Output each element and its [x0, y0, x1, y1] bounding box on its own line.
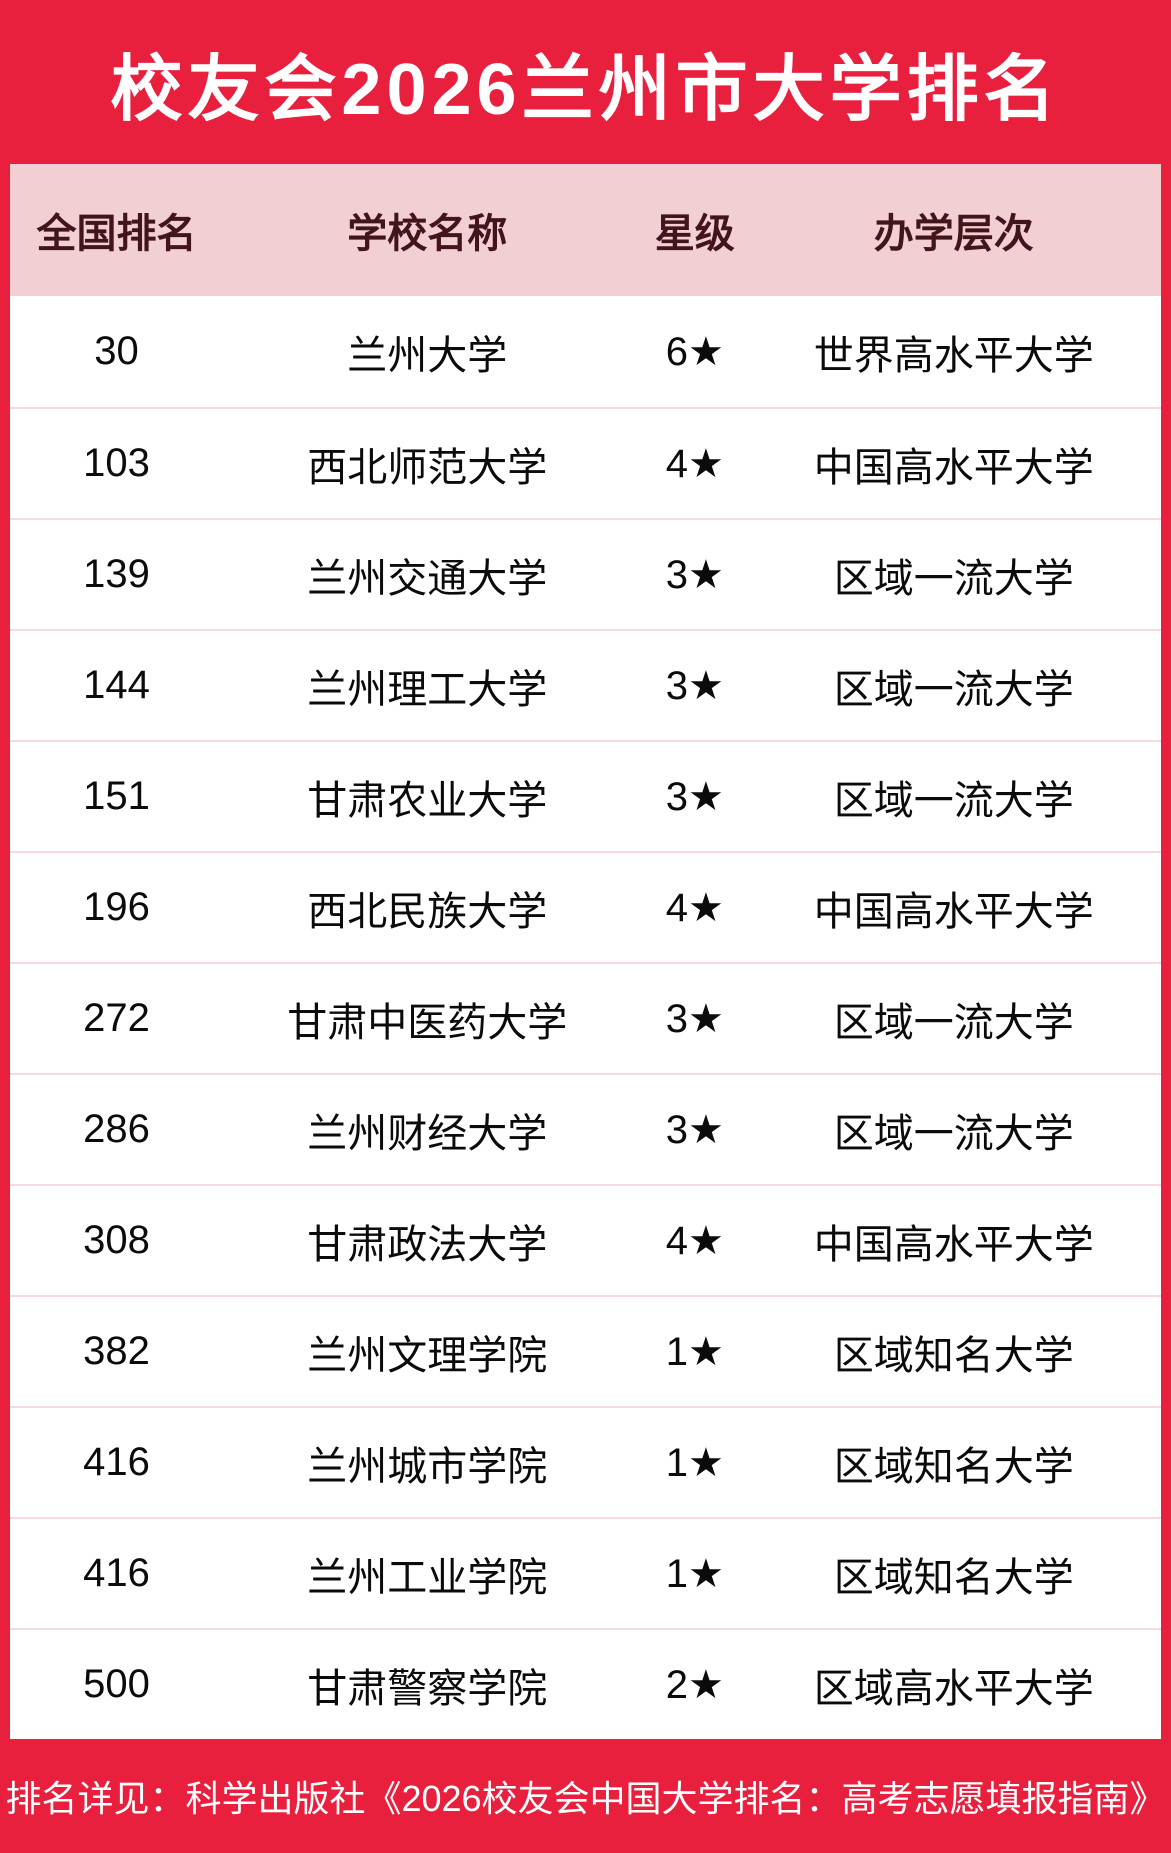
footer-citation: 排名详见：科学出版社《2026校友会中国大学排名：高考志愿填报指南》: [5, 1778, 1166, 1819]
rank-cell: 382: [83, 1329, 150, 1373]
star-rating-cell: 1★: [665, 1551, 724, 1596]
school-name-cell: 兰州城市学院: [307, 1444, 548, 1489]
table-header-row: 全国排名 学校名称 星级 办学层次: [10, 164, 1161, 296]
rank-cell: 272: [83, 996, 150, 1040]
education-level-cell: 世界高水平大学: [813, 333, 1094, 378]
star-rating-cell: 3★: [665, 996, 724, 1041]
ranking-table: 全国排名 学校名称 星级 办学层次 30 兰州大学 6★ 世界高水平大学 103…: [10, 164, 1161, 1739]
star-rating-cell: 3★: [665, 1107, 724, 1152]
table-row: 382 兰州文理学院 1★ 区域知名大学: [10, 1295, 1161, 1406]
school-name-cell: 甘肃警察学院: [307, 1666, 548, 1711]
table-row: 416 兰州工业学院 1★ 区域知名大学: [10, 1517, 1161, 1628]
education-level-cell: 区域知名大学: [833, 1555, 1074, 1600]
education-level-cell: 区域一流大学: [833, 556, 1074, 601]
rank-cell: 286: [83, 1107, 150, 1151]
school-name-cell: 兰州财经大学: [307, 1111, 548, 1156]
education-level-cell: 中国高水平大学: [813, 445, 1094, 490]
table-row: 103 西北师范大学 4★ 中国高水平大学: [10, 407, 1161, 518]
title-banner: 校友会2026兰州市大学排名: [0, 0, 1171, 164]
school-name-cell: 西北师范大学: [307, 445, 548, 490]
education-level-cell: 区域一流大学: [833, 1000, 1074, 1045]
star-rating-cell: 3★: [665, 552, 724, 597]
school-name-cell: 兰州文理学院: [307, 1333, 548, 1378]
education-level-cell: 区域知名大学: [833, 1333, 1074, 1378]
table-row: 196 西北民族大学 4★ 中国高水平大学: [10, 851, 1161, 962]
star-rating-cell: 4★: [665, 441, 724, 486]
rank-cell: 416: [83, 1551, 150, 1595]
rank-cell: 308: [83, 1218, 150, 1262]
school-name-cell: 甘肃农业大学: [307, 778, 548, 823]
school-name-cell: 甘肃政法大学: [307, 1222, 548, 1267]
table-row: 272 甘肃中医药大学 3★ 区域一流大学: [10, 962, 1161, 1073]
school-name-cell: 兰州理工大学: [307, 667, 548, 712]
education-level-cell: 区域一流大学: [833, 667, 1074, 712]
star-rating-cell: 4★: [665, 1218, 724, 1263]
education-level-cell: 区域一流大学: [833, 778, 1074, 823]
school-name-cell: 兰州交通大学: [307, 556, 548, 601]
rank-cell: 151: [83, 774, 150, 818]
column-header-national-rank: 全国排名: [36, 212, 197, 256]
rank-cell: 196: [83, 885, 150, 929]
education-level-cell: 区域高水平大学: [813, 1666, 1094, 1711]
star-rating-cell: 6★: [665, 329, 724, 374]
star-rating-cell: 4★: [665, 885, 724, 930]
rank-cell: 103: [83, 441, 150, 485]
table-row: 308 甘肃政法大学 4★ 中国高水平大学: [10, 1184, 1161, 1295]
school-name-cell: 甘肃中医药大学: [287, 1000, 568, 1045]
school-name-cell: 兰州大学: [347, 333, 508, 378]
table-row: 416 兰州城市学院 1★ 区域知名大学: [10, 1406, 1161, 1517]
education-level-cell: 区域知名大学: [833, 1444, 1074, 1489]
rank-cell: 144: [83, 663, 150, 707]
table-row: 139 兰州交通大学 3★ 区域一流大学: [10, 518, 1161, 629]
column-header-education-level: 办学层次: [873, 212, 1034, 256]
page-title: 校友会2026兰州市大学排名: [110, 49, 1061, 130]
star-rating-cell: 3★: [665, 663, 724, 708]
education-level-cell: 区域一流大学: [833, 1111, 1074, 1156]
table-row: 286 兰州财经大学 3★ 区域一流大学: [10, 1073, 1161, 1184]
rank-cell: 416: [83, 1440, 150, 1484]
table-row: 151 甘肃农业大学 3★ 区域一流大学: [10, 740, 1161, 851]
school-name-cell: 西北民族大学: [307, 889, 548, 934]
table-row: 500 甘肃警察学院 2★ 区域高水平大学: [10, 1628, 1161, 1739]
rank-cell: 139: [83, 552, 150, 596]
column-header-star-level: 星级: [654, 212, 735, 256]
table-row: 30 兰州大学 6★ 世界高水平大学: [10, 296, 1161, 407]
rank-cell: 500: [83, 1662, 150, 1706]
table-body: 30 兰州大学 6★ 世界高水平大学 103 西北师范大学 4★ 中国高水平大学…: [10, 296, 1161, 1739]
education-level-cell: 中国高水平大学: [813, 1222, 1094, 1267]
education-level-cell: 中国高水平大学: [813, 889, 1094, 934]
school-name-cell: 兰州工业学院: [307, 1555, 548, 1600]
table-row: 144 兰州理工大学 3★ 区域一流大学: [10, 629, 1161, 740]
star-rating-cell: 1★: [665, 1329, 724, 1374]
column-header-school-name: 学校名称: [347, 212, 508, 256]
star-rating-cell: 1★: [665, 1440, 724, 1485]
footer-banner: 排名详见：科学出版社《2026校友会中国大学排名：高考志愿填报指南》: [0, 1739, 1171, 1853]
rank-cell: 30: [94, 329, 139, 373]
star-rating-cell: 3★: [665, 774, 724, 819]
star-rating-cell: 2★: [665, 1662, 724, 1707]
